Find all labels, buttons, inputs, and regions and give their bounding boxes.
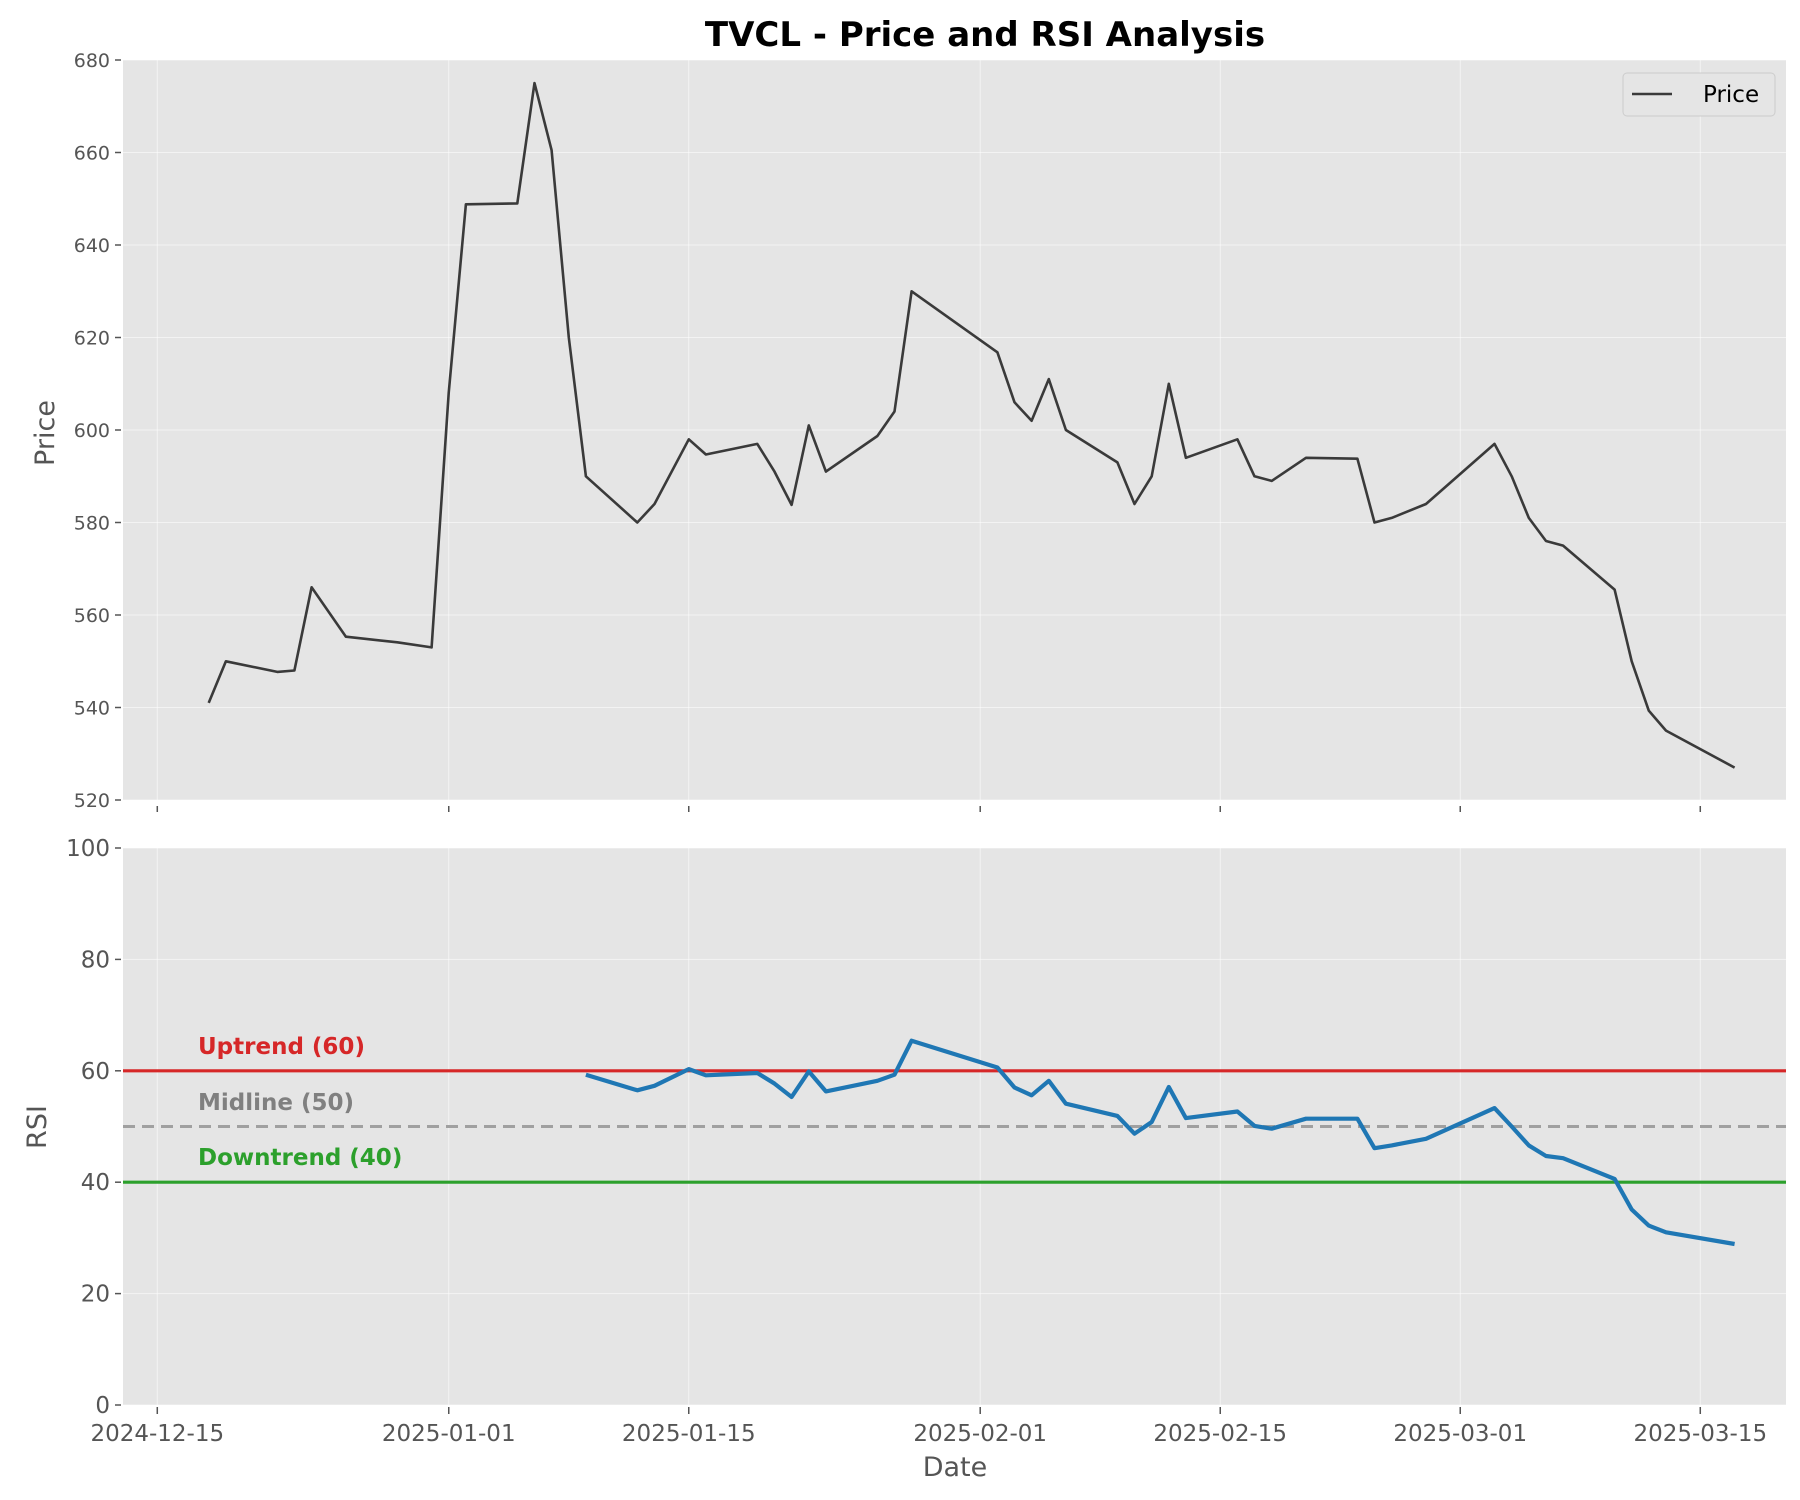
rsi-x-ticks: 2024-12-15 2025-01-01 2025-01-15 2025-02-01… [90, 1407, 1767, 1447]
x-tick-label: 2025-02-01 [913, 1421, 1047, 1447]
rsi-y-axis-label: RSI [22, 1105, 53, 1149]
legend-box [1622, 72, 1776, 117]
x-tick-label: 2025-02-15 [1153, 1421, 1287, 1447]
uptrend-annotation: Uptrend (60) [198, 1034, 365, 1060]
midline-annotation: Midline (50) [198, 1090, 354, 1116]
price-y-tick-label: 580 [74, 513, 110, 535]
price-y-tick-label: 640 [74, 235, 110, 257]
price-y-tick-label: 520 [74, 790, 110, 812]
rsi-y-tick-label: 60 [81, 1059, 110, 1085]
rsi-y-ticks: 0 20 40 60 80 100 [66, 836, 121, 1419]
price-y-tick-label: 540 [74, 698, 110, 720]
rsi-line [585, 1038, 1735, 1247]
x-tick-label: 2025-03-01 [1393, 1421, 1527, 1447]
price-grid [123, 59, 1786, 801]
x-tick-label: 2025-01-15 [622, 1421, 756, 1447]
rsi-y-tick-label: 20 [81, 1282, 110, 1308]
x-tick-label: 2025-01-01 [382, 1421, 516, 1447]
chart-title: TVCL - Price and RSI Analysis [705, 15, 1265, 55]
price-series [207, 81, 1736, 769]
x-tick-label: 2024-12-15 [90, 1421, 224, 1447]
price-y-tick-label: 620 [74, 328, 110, 350]
price-y-tick-label: 660 [74, 143, 110, 165]
price-y-tick-label: 560 [74, 605, 110, 627]
price-line [207, 81, 1736, 769]
rsi-y-tick-label: 40 [81, 1170, 110, 1196]
price-y-tick-label: 680 [74, 50, 110, 72]
rsi-y-tick-label: 0 [95, 1393, 110, 1419]
price-panel: 520 540 560 580 600 620 640 660 680 Price Price [30, 50, 1786, 812]
rsi-y-tick-label: 100 [66, 836, 110, 862]
x-tick-label: 2025-03-15 [1633, 1421, 1767, 1447]
price-legend: Price [1622, 72, 1776, 117]
x-axis-label: Date [923, 1452, 988, 1483]
price-y-tick-label: 600 [74, 420, 110, 442]
price-x-ticks [156, 806, 1702, 812]
rsi-series [585, 1038, 1735, 1247]
rsi-reference-lines [123, 1069, 1786, 1184]
downtrend-annotation: Downtrend (40) [198, 1145, 402, 1171]
rsi-panel: 0 20 40 60 80 100 2024-12-15 2025-01-01 2025-01… [22, 836, 1786, 1483]
price-y-ticks: 520 540 560 580 600 620 640 660 680 [74, 50, 121, 812]
legend-price-label: Price [1703, 82, 1759, 108]
price-y-axis-label: Price [30, 400, 61, 466]
rsi-y-tick-label: 80 [81, 947, 110, 973]
